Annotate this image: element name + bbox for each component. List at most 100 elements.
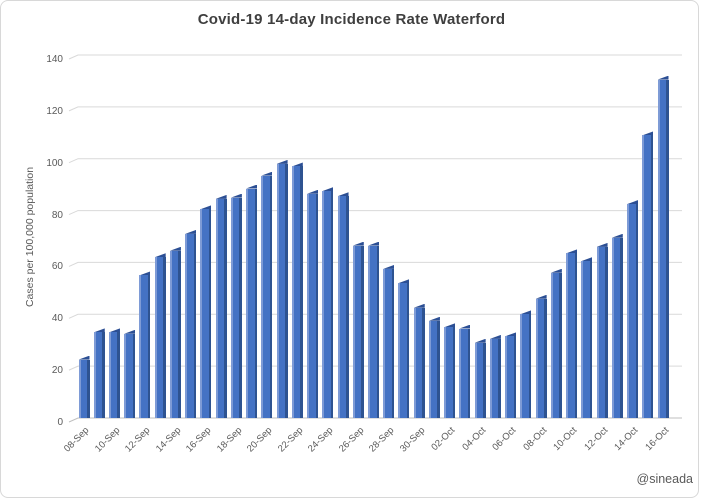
bar-16-Sep bbox=[200, 205, 212, 418]
bar-right-shade bbox=[330, 191, 334, 418]
bar-right-shade bbox=[346, 196, 349, 418]
bar-left-highlight bbox=[627, 204, 630, 418]
y-tick-label: 0 bbox=[57, 417, 63, 428]
bar-05-Oct bbox=[489, 334, 501, 418]
bar-11-Sep bbox=[124, 329, 136, 418]
bar-24-Sep bbox=[322, 187, 334, 418]
bar-top-cap bbox=[368, 241, 379, 246]
bar-07-Oct bbox=[520, 310, 532, 418]
bar-right-shade bbox=[117, 332, 120, 418]
bar-top-cap bbox=[642, 131, 654, 136]
bar-top-cap bbox=[596, 242, 608, 247]
bar-face bbox=[202, 209, 209, 418]
bar-right-shade bbox=[589, 261, 593, 418]
bar-right-shade bbox=[513, 336, 517, 418]
bar-23-Sep bbox=[307, 189, 319, 418]
bar-15-Sep bbox=[185, 229, 197, 418]
bar-28-Sep bbox=[383, 264, 395, 418]
bar-face bbox=[354, 245, 362, 418]
bar-right-shade bbox=[391, 268, 395, 418]
bar-left-highlight bbox=[200, 209, 203, 418]
bar-right-shade bbox=[467, 328, 471, 418]
bar-top-cap bbox=[611, 233, 623, 238]
bar-02-Oct bbox=[444, 323, 456, 418]
bar-left-highlight bbox=[368, 245, 370, 418]
bar-left-highlight bbox=[550, 272, 553, 418]
bar-right-shade bbox=[254, 188, 258, 418]
bar-left-highlight bbox=[291, 166, 294, 418]
bar-top-cap bbox=[307, 189, 319, 194]
bar-top-cap bbox=[428, 316, 440, 321]
watermark: @sineada bbox=[636, 472, 693, 486]
bar-left-highlight bbox=[611, 237, 614, 418]
bar-10-Sep bbox=[108, 328, 120, 418]
bar-face bbox=[613, 237, 621, 418]
bar-14-Sep bbox=[169, 246, 181, 418]
bar-face bbox=[248, 188, 255, 418]
bar-face bbox=[370, 245, 377, 418]
bar-top-cap bbox=[108, 328, 120, 333]
bar-14-Oct bbox=[627, 200, 639, 418]
bar-left-highlight bbox=[230, 197, 233, 418]
bar-21-Sep bbox=[276, 159, 288, 418]
bar-left-highlight bbox=[535, 298, 538, 418]
bar-left-highlight bbox=[581, 261, 584, 418]
bar-left-highlight bbox=[215, 198, 218, 418]
bar-face bbox=[278, 163, 286, 418]
bar-left-highlight bbox=[337, 196, 340, 418]
bar-top-cap bbox=[78, 355, 90, 360]
bar-face bbox=[598, 246, 606, 418]
bar-right-shade bbox=[193, 233, 197, 418]
bar-right-shade bbox=[498, 338, 501, 418]
bar-top-cap bbox=[291, 162, 303, 167]
bar-left-highlight bbox=[489, 338, 492, 418]
y-tick-label: 60 bbox=[51, 261, 63, 273]
bar-left-highlight bbox=[108, 332, 111, 418]
bar-face bbox=[385, 268, 392, 418]
bar-09-Sep bbox=[93, 328, 105, 418]
bar-top-cap bbox=[581, 257, 593, 262]
bar-right-shade bbox=[163, 257, 166, 418]
bar-left-highlight bbox=[657, 79, 660, 418]
bar-top-cap bbox=[566, 249, 578, 254]
bar-face bbox=[446, 327, 453, 418]
bar-top-cap bbox=[383, 264, 395, 269]
bar-right-shade bbox=[406, 283, 410, 418]
bar-left-highlight bbox=[474, 342, 477, 418]
bar-top-cap bbox=[230, 193, 242, 198]
bar-left-highlight bbox=[520, 314, 523, 418]
bar-right-shade bbox=[102, 332, 105, 418]
bar-10-Oct bbox=[566, 249, 578, 418]
bar-face bbox=[537, 298, 545, 418]
bar-left-highlight bbox=[428, 320, 431, 418]
bar-06-Oct bbox=[505, 332, 517, 418]
bar-top-cap bbox=[139, 271, 151, 276]
bar-left-highlight bbox=[505, 336, 508, 418]
bar-face bbox=[126, 333, 133, 418]
bar-top-cap bbox=[444, 323, 456, 328]
bar-right-shade bbox=[620, 237, 623, 418]
bar-top-cap bbox=[657, 75, 669, 80]
bar-08-Sep bbox=[78, 355, 90, 418]
bar-left-highlight bbox=[459, 328, 462, 418]
bar-left-highlight bbox=[596, 246, 599, 418]
bar-09-Oct bbox=[550, 268, 562, 418]
bar-right-shade bbox=[224, 198, 227, 418]
bar-right-shade bbox=[315, 193, 319, 418]
bar-face bbox=[629, 204, 636, 418]
bar-19-Sep bbox=[246, 184, 258, 418]
bar-face bbox=[263, 175, 270, 418]
bar-top-cap bbox=[474, 338, 486, 343]
bar-left-highlight bbox=[322, 191, 325, 418]
bar-right-shade bbox=[239, 197, 242, 418]
bar-22-Sep bbox=[291, 162, 303, 418]
bar-top-cap bbox=[550, 268, 562, 273]
bar-face bbox=[583, 261, 590, 418]
bar-left-highlight bbox=[642, 135, 645, 418]
bar-27-Sep bbox=[368, 241, 379, 418]
bar-face bbox=[293, 166, 301, 418]
bar-right-shade bbox=[361, 245, 364, 418]
bar-face bbox=[95, 332, 103, 418]
